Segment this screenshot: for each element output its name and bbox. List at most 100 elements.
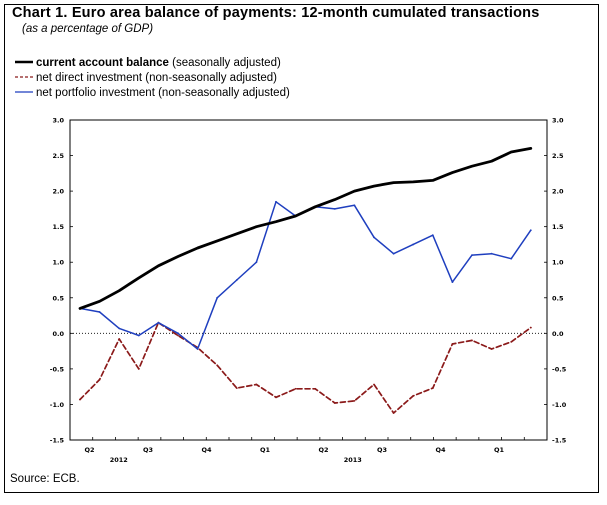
data-point-current-account-balance	[294, 215, 297, 217]
series-line-net-direct-investment	[79, 321, 532, 414]
data-point-current-account-balance	[510, 151, 513, 153]
chart-subtitle: (as a percentage of GDP)	[22, 23, 154, 35]
y-tick-label-right: 0.5	[552, 294, 564, 302]
data-point-net-portfolio-investment	[510, 257, 513, 260]
data-point-net-direct-investment	[490, 348, 493, 350]
chart-title: Chart 1. Euro area balance of payments: …	[12, 5, 540, 21]
data-point-net-portfolio-investment	[255, 261, 258, 264]
y-tick-label-left: 0.5	[52, 294, 64, 302]
legend-label-portfolio-investment: net portfolio investment	[36, 87, 156, 99]
y-tick-label-left: 1.0	[52, 259, 64, 267]
y-tick-label-right: 1.5	[552, 223, 564, 231]
x-tick-label: Q4	[435, 446, 446, 454]
data-point-net-direct-investment	[118, 338, 121, 340]
data-point-net-portfolio-investment	[216, 296, 219, 299]
data-point-net-portfolio-investment	[98, 311, 101, 313]
data-point-current-account-balance	[255, 225, 258, 228]
data-point-net-portfolio-investment	[431, 234, 434, 237]
x-tick-label: Q1	[494, 446, 505, 454]
data-point-net-portfolio-investment	[353, 204, 356, 207]
x-tick-label: Q1	[260, 446, 271, 454]
y-tick-label-right: -1.5	[552, 437, 567, 445]
data-point-current-account-balance	[314, 205, 317, 208]
data-point-net-direct-investment	[255, 383, 258, 386]
data-point-net-direct-investment	[451, 343, 454, 345]
legend: current account balance (seasonally adju…	[15, 57, 290, 99]
data-point-net-portfolio-investment	[529, 229, 532, 232]
y-tick-label-right: -1.0	[552, 401, 567, 409]
data-point-current-account-balance	[98, 300, 101, 303]
y-tick-label-left: 2.5	[52, 152, 64, 160]
data-point-current-account-balance	[333, 198, 336, 201]
data-point-current-account-balance	[451, 171, 454, 174]
data-point-current-account-balance	[490, 160, 493, 163]
data-point-net-direct-investment	[79, 398, 81, 401]
data-point-net-portfolio-investment	[412, 243, 415, 246]
y-tick-label-left: 1.5	[52, 223, 64, 231]
data-point-current-account-balance	[353, 190, 356, 193]
x-tick-label: Q3	[377, 446, 387, 454]
data-point-current-account-balance	[157, 264, 160, 267]
legend-note-current-account: (seasonally adjusted)	[169, 57, 281, 69]
y-tick-label-left: 0.0	[52, 330, 64, 338]
y-tick-label-right: 0.0	[552, 330, 564, 338]
series-line-net-portfolio-investment	[79, 201, 532, 350]
x-tick-label: Q3	[143, 446, 153, 454]
data-point-net-direct-investment	[314, 387, 317, 390]
data-point-current-account-balance	[137, 276, 140, 279]
data-point-net-portfolio-investment	[118, 327, 121, 330]
data-point-net-direct-investment	[216, 364, 219, 367]
data-point-current-account-balance	[431, 179, 434, 182]
data-point-current-account-balance	[79, 307, 81, 310]
data-point-net-direct-investment	[137, 367, 140, 370]
legend-entry-current-account: current account balance (seasonally adju…	[36, 57, 281, 69]
data-point-current-account-balance	[275, 220, 277, 223]
y-tick-label-right: 1.0	[552, 259, 564, 267]
data-point-current-account-balance	[373, 185, 375, 188]
data-point-current-account-balance	[392, 181, 395, 184]
data-point-net-direct-investment	[510, 340, 513, 343]
source-note: Source: ECB.	[10, 473, 80, 485]
data-point-net-direct-investment	[98, 378, 101, 381]
y-tick-label-right: 2.0	[552, 188, 564, 196]
y-tick-label-left: -0.5	[50, 365, 65, 373]
data-point-net-direct-investment	[529, 326, 532, 329]
data-point-net-portfolio-investment	[471, 254, 473, 257]
x-tick-label: Q2	[318, 446, 328, 454]
series-layer	[78, 146, 533, 414]
data-point-current-account-balance	[412, 180, 415, 183]
data-point-net-direct-investment	[431, 387, 434, 389]
data-point-net-direct-investment	[412, 395, 415, 397]
data-point-net-portfolio-investment	[196, 348, 199, 350]
chart-frame	[4, 4, 599, 493]
year-label: 2012	[110, 456, 128, 464]
x-tick-label: Q4	[201, 446, 212, 454]
data-point-net-direct-investment	[294, 387, 297, 390]
data-point-net-portfolio-investment	[451, 281, 454, 284]
data-point-net-portfolio-investment	[490, 252, 493, 255]
data-point-net-portfolio-investment	[333, 207, 336, 210]
legend-label-direct-investment: net direct investment	[36, 72, 143, 84]
data-point-net-direct-investment	[392, 412, 395, 414]
legend-note-portfolio-investment: (non-seasonally adjusted)	[155, 87, 290, 99]
legend-label-current-account: current account balance	[36, 57, 169, 69]
data-point-current-account-balance	[235, 232, 238, 235]
y-tick-label-right: -0.5	[552, 365, 567, 373]
y-tick-label-right: 2.5	[552, 152, 564, 160]
series-line-current-account-balance	[78, 146, 533, 310]
data-point-net-direct-investment	[353, 399, 356, 402]
data-point-net-direct-investment	[275, 396, 277, 399]
data-point-net-portfolio-investment	[157, 321, 160, 324]
y-tick-label-left: -1.5	[50, 437, 65, 445]
data-point-net-portfolio-investment	[235, 279, 238, 281]
plot-area	[69, 119, 548, 441]
legend-entry-direct-investment: net direct investment (non-seasonally ad…	[36, 72, 277, 84]
data-point-net-portfolio-investment	[137, 334, 140, 337]
legend-note-direct-investment: (non-seasonally adjusted)	[142, 72, 277, 84]
data-point-current-account-balance	[196, 247, 199, 249]
data-point-net-portfolio-investment	[392, 252, 395, 255]
data-point-current-account-balance	[118, 289, 121, 292]
data-point-net-portfolio-investment	[177, 332, 179, 335]
data-point-net-direct-investment	[177, 334, 179, 337]
